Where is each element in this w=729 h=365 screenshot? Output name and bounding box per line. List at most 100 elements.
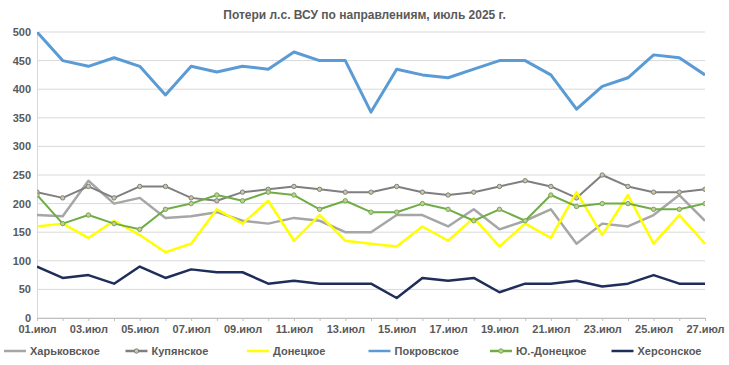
x-tick: 21.июл xyxy=(532,318,570,335)
x-tick xyxy=(268,318,269,321)
x-tick: 09.июл xyxy=(224,318,262,335)
series-marker xyxy=(420,201,424,205)
x-tick-label: 07.июл xyxy=(173,323,211,335)
series-marker xyxy=(626,201,630,205)
series-marker xyxy=(600,173,604,177)
legend-item: Ю.-Донецкое xyxy=(490,345,586,357)
series-marker xyxy=(574,204,578,208)
x-tick xyxy=(628,318,629,321)
y-tick-label: 200 xyxy=(13,198,31,210)
x-tick-mark xyxy=(320,318,321,321)
series-marker xyxy=(343,190,347,194)
x-tick-mark xyxy=(628,318,629,321)
grid-line xyxy=(37,117,705,118)
x-tick-mark xyxy=(243,318,244,321)
series-marker xyxy=(677,190,681,194)
series-marker xyxy=(163,184,167,188)
x-tick-mark xyxy=(191,318,192,321)
x-tick-label: 19.июл xyxy=(481,323,519,335)
x-tick-mark xyxy=(602,318,603,321)
y-tick: 300 xyxy=(13,140,37,152)
series-marker xyxy=(112,221,116,225)
series-line xyxy=(37,267,705,298)
x-tick: 15.июл xyxy=(378,318,416,335)
legend-item: Купянское xyxy=(126,345,209,357)
series-marker xyxy=(600,201,604,205)
y-tick-label: 100 xyxy=(13,255,31,267)
series-marker xyxy=(369,210,373,214)
x-tick-mark xyxy=(525,318,526,321)
series-marker xyxy=(138,184,142,188)
series-line xyxy=(37,192,705,252)
x-tick: 19.июл xyxy=(481,318,519,335)
grid-line xyxy=(37,146,705,147)
grid-line xyxy=(37,289,705,290)
series-marker xyxy=(317,207,321,211)
x-axis-line xyxy=(38,319,706,322)
x-tick xyxy=(422,318,423,321)
series-marker xyxy=(703,187,705,191)
series-marker xyxy=(369,190,373,194)
x-tick-mark xyxy=(345,318,346,321)
x-tick xyxy=(63,318,64,321)
legend-label: Купянское xyxy=(152,345,209,357)
x-tick-mark xyxy=(551,318,552,321)
x-tick-mark xyxy=(371,318,372,321)
x-tick-mark xyxy=(114,318,115,321)
series-marker xyxy=(497,184,501,188)
legend-marker xyxy=(134,349,138,353)
series-marker xyxy=(394,184,398,188)
x-tick: 05.июл xyxy=(121,318,159,335)
x-tick: 07.июл xyxy=(173,318,211,335)
series-marker xyxy=(703,201,705,205)
series-marker xyxy=(292,184,296,188)
x-tick-label: 27.июл xyxy=(686,323,724,335)
x-tick: 03.июл xyxy=(70,318,108,335)
y-tick: 450 xyxy=(13,55,37,67)
x-tick-mark xyxy=(422,318,423,321)
x-tick-mark xyxy=(140,318,141,321)
x-tick-label: 25.июл xyxy=(635,323,673,335)
x-tick-label: 01.июл xyxy=(18,323,56,335)
grid-line xyxy=(37,32,705,33)
y-tick: 500 xyxy=(13,26,37,38)
legend-label: Покровское xyxy=(395,345,459,357)
series-marker xyxy=(497,207,501,211)
x-tick-label: 13.июл xyxy=(327,323,365,335)
legend-label: Херсонское xyxy=(638,345,702,357)
x-tick: 11.июл xyxy=(276,318,314,335)
grid-line xyxy=(37,60,705,61)
legend-label: Ю.-Донецкое xyxy=(516,345,586,357)
y-tick-label: 500 xyxy=(13,26,31,38)
y-tick-label: 450 xyxy=(13,55,31,67)
series-marker xyxy=(60,196,64,200)
x-tick-mark xyxy=(499,318,500,321)
x-tick-label: 05.июл xyxy=(121,323,159,335)
series-marker xyxy=(215,199,219,203)
legend-swatch xyxy=(490,350,512,353)
legend-item: Харьковское xyxy=(4,345,100,357)
x-tick: 17.июл xyxy=(429,318,467,335)
x-tick-label: 21.июл xyxy=(532,323,570,335)
x-tick-mark xyxy=(37,318,38,321)
x-tick-mark xyxy=(217,318,218,321)
x-tick-mark xyxy=(448,318,449,321)
series-marker xyxy=(240,190,244,194)
y-tick: 100 xyxy=(13,255,37,267)
y-tick-label: 300 xyxy=(13,140,31,152)
series-marker xyxy=(420,190,424,194)
y-tick: 250 xyxy=(13,169,37,181)
x-tick: 23.июл xyxy=(584,318,622,335)
legend-item: Херсонское xyxy=(612,345,702,357)
x-tick-label: 11.июл xyxy=(276,323,314,335)
series-marker xyxy=(472,219,476,223)
series-marker xyxy=(343,199,347,203)
x-tick xyxy=(217,318,218,321)
series-marker xyxy=(549,193,553,197)
series-marker xyxy=(292,193,296,197)
x-tick xyxy=(320,318,321,321)
grid xyxy=(37,32,705,318)
y-tick-label: 400 xyxy=(13,83,31,95)
series-marker xyxy=(549,184,553,188)
legend-marker xyxy=(499,349,503,353)
